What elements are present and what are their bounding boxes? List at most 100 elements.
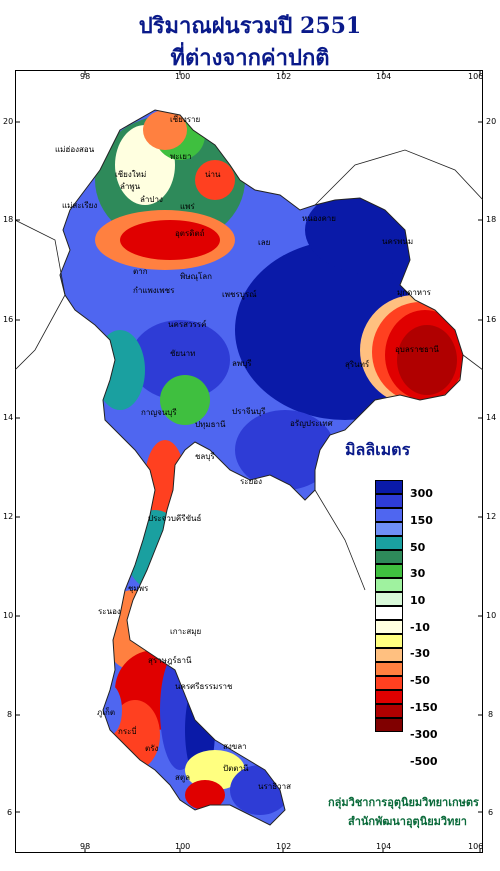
place-label: สงขลา: [223, 742, 247, 751]
y-tick-left: 16: [3, 315, 14, 324]
place-label: สตูล: [175, 773, 190, 782]
x-tick-bottom: 100: [175, 842, 191, 851]
y-tick-right: 16: [486, 315, 497, 324]
y-tick-left: 18: [3, 215, 14, 224]
legend-swatch: [375, 578, 403, 592]
place-label: น่าน: [205, 170, 221, 179]
legend-swatch: [375, 718, 403, 732]
legend-swatch: [375, 494, 403, 508]
legend-swatch: [375, 480, 403, 494]
legend-swatch: [375, 634, 403, 648]
place-label: ระยอง: [240, 477, 262, 486]
credit-line1: กลุ่มวิชาการอุตุนิยมวิทยาเกษตร: [328, 796, 479, 809]
x-tick-top: 106: [468, 72, 484, 81]
legend-swatch: [375, 620, 403, 634]
place-label: ชุมพร: [128, 584, 149, 593]
legend-label: -150: [410, 701, 438, 714]
y-tick-left: 20: [3, 117, 14, 126]
place-label: เชียงราย: [170, 115, 201, 124]
y-tick-left: 8: [7, 710, 13, 719]
place-label: ปทุมธานี: [195, 420, 226, 429]
place-label: แม่สะเรียง: [62, 201, 98, 210]
map-subtitle: ที่ต่างจากค่าปกติ: [170, 45, 330, 71]
x-tick-top: 98: [80, 72, 91, 81]
y-tick-left: 12: [3, 512, 14, 521]
place-label: เลย: [258, 238, 271, 247]
legend-swatch: [375, 662, 403, 676]
legend-label: -50: [410, 674, 430, 687]
place-label: นครสวรรค์: [168, 320, 207, 329]
legend-label: 50: [410, 541, 426, 554]
place-label: ระนอง: [98, 607, 121, 616]
place-label: นครศรีธรรมราช: [175, 682, 233, 691]
place-label: กาญจนบุรี: [141, 408, 177, 417]
y-tick-right: 10: [486, 611, 497, 620]
place-label: ลำปาง: [140, 195, 163, 204]
legend-label: -500: [410, 755, 438, 768]
legend-swatch: [375, 704, 403, 718]
credit-line2: สำนักพัฒนาอุตุนิยมวิทยา: [348, 815, 467, 828]
legend-label: -30: [410, 647, 430, 660]
y-tick-left: 14: [3, 413, 14, 422]
legend-label: 10: [410, 594, 426, 607]
x-tick-top: 102: [276, 72, 292, 81]
x-tick-bottom: 106: [468, 842, 484, 851]
legend-label: 30: [410, 567, 426, 580]
legend-swatch: [375, 508, 403, 522]
legend-label: -300: [410, 728, 438, 741]
place-label: เกาะสมุย: [170, 627, 202, 636]
place-label: อรัญประเทศ: [290, 419, 333, 428]
legend-swatch: [375, 564, 403, 578]
place-label: นครพนม: [382, 237, 414, 246]
legend-swatch: [375, 676, 403, 690]
place-label: ลำพูน: [120, 182, 141, 191]
y-tick-left: 6: [7, 808, 13, 817]
place-label: ลพบุรี: [232, 359, 252, 368]
place-label: สุรินทร์: [345, 360, 370, 369]
legend-swatch: [375, 522, 403, 536]
x-tick-bottom: 102: [276, 842, 292, 851]
y-tick-right: 20: [486, 117, 497, 126]
place-label: กำแพงเพชร: [133, 286, 175, 295]
legend-label: 150: [410, 514, 433, 527]
x-tick-bottom: 98: [80, 842, 91, 851]
y-tick-right: 18: [486, 215, 497, 224]
legend-swatch: [375, 648, 403, 662]
place-label: นราธิวาส: [258, 782, 292, 791]
legend-swatch: [375, 606, 403, 620]
legend-swatch: [375, 592, 403, 606]
place-label: ภูเก็ต: [97, 708, 116, 717]
legend-label: -10: [410, 621, 430, 634]
y-tick-left: 10: [3, 611, 14, 620]
place-label: กระบี่: [118, 727, 137, 736]
y-tick-right: 6: [488, 808, 494, 817]
place-label: หนองคาย: [302, 214, 336, 223]
place-label: เชียงใหม่: [115, 170, 147, 179]
place-label: แม่ฮ่องสอน: [55, 145, 95, 154]
y-tick-right: 14: [486, 413, 497, 422]
place-label: เพชรบูรณ์: [222, 290, 257, 299]
map-title: ปริมาณฝนรวมปี 2551: [138, 13, 362, 39]
place-label: อุบลราชธานี: [395, 345, 439, 354]
place-label: ปัตตานี: [223, 764, 249, 773]
y-tick-right: 8: [488, 710, 494, 719]
legend-swatch: [375, 550, 403, 564]
place-label: ปราจีนบุรี: [232, 407, 266, 416]
x-tick-top: 104: [376, 72, 392, 81]
place-label: พิษณุโลก: [180, 272, 213, 281]
place-label: ชลบุรี: [195, 452, 215, 461]
place-label: แพร่: [180, 202, 195, 211]
legend-swatch: [375, 690, 403, 704]
x-tick-top: 100: [175, 72, 191, 81]
y-tick-right: 12: [486, 512, 497, 521]
place-label: ประจวบคีรีขันธ์: [148, 514, 202, 523]
place-label: อุตรดิตถ์: [175, 229, 205, 238]
place-label: ตาก: [133, 267, 148, 276]
x-tick-bottom: 104: [376, 842, 392, 851]
legend-title: มิลลิเมตร: [345, 440, 411, 459]
place-label: พะเยา: [170, 152, 192, 161]
place-label: ชัยนาท: [170, 349, 196, 358]
place-label: ตรัง: [145, 744, 159, 753]
place-label: สุราษฎร์ธานี: [148, 656, 192, 665]
place-label: มุกดาหาร: [397, 288, 431, 297]
